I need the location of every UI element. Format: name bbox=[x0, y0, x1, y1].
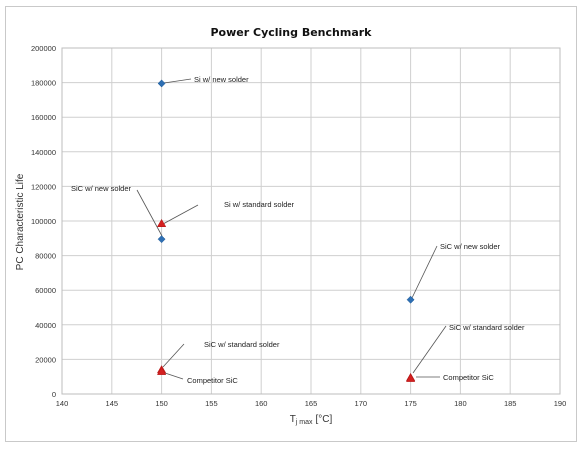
x-axis-label-main: T bbox=[290, 414, 296, 425]
x-tick-label: 175 bbox=[404, 399, 417, 408]
tick-labels: 140 145 150 155 160 165 170 175 180 185 190 0 20000 4… bbox=[31, 44, 566, 408]
point-annotation: SiC w/ new solder bbox=[440, 242, 501, 251]
x-tick-label: 180 bbox=[454, 399, 467, 408]
y-tick-label: 60000 bbox=[35, 286, 56, 295]
triangle-point bbox=[156, 218, 167, 227]
annotation-leader bbox=[164, 372, 184, 380]
x-tick-label: 145 bbox=[106, 399, 119, 408]
x-tick-label: 170 bbox=[355, 399, 368, 408]
grid bbox=[61, 47, 561, 395]
point-annotation: SiC w/ new solder bbox=[71, 184, 132, 193]
y-tick-label: 100000 bbox=[31, 217, 56, 226]
y-tick-label: 0 bbox=[52, 390, 56, 399]
diamond-point bbox=[157, 235, 166, 244]
x-tick-label: 190 bbox=[554, 399, 567, 408]
x-axis-label-sub: j max bbox=[295, 419, 313, 426]
data-marks bbox=[156, 79, 416, 382]
diamond-point bbox=[157, 79, 166, 88]
annotation-leader bbox=[162, 343, 185, 368]
chart-title: Power Cycling Benchmark bbox=[211, 26, 373, 39]
x-tick-label: 155 bbox=[205, 399, 218, 408]
y-tick-label: 200000 bbox=[31, 44, 56, 53]
triangle-point bbox=[156, 366, 167, 375]
y-tick-label: 80000 bbox=[35, 252, 56, 261]
annotation-leader bbox=[163, 78, 192, 84]
point-annotation: Si w/ new solder bbox=[194, 75, 249, 84]
y-tick-label: 140000 bbox=[31, 148, 56, 157]
x-tick-label: 165 bbox=[305, 399, 318, 408]
x-axis-label: Tj max [°C] bbox=[290, 414, 333, 426]
point-annotation: Competitor SiC bbox=[187, 376, 238, 385]
annotation-leader bbox=[136, 189, 163, 237]
y-tick-label: 120000 bbox=[31, 182, 56, 191]
triangle-point bbox=[405, 373, 416, 382]
diamond-point bbox=[406, 295, 415, 304]
point-annotation: Competitor SiC bbox=[443, 373, 494, 382]
x-tick-label: 160 bbox=[255, 399, 268, 408]
annotation-leader bbox=[411, 245, 438, 299]
x-tick-label: 150 bbox=[155, 399, 168, 408]
y-tick-label: 40000 bbox=[35, 321, 56, 330]
plot-area-border bbox=[61, 47, 561, 395]
annotations: Si w/ new solder Si w/ standard solder SiC… bbox=[71, 75, 525, 385]
y-tick-label: 180000 bbox=[31, 79, 56, 88]
x-tick-label: 140 bbox=[56, 399, 69, 408]
annotation-leaders bbox=[136, 78, 447, 380]
annotation-leader bbox=[412, 325, 447, 374]
point-annotation: SiC w/ standard solder bbox=[449, 323, 525, 332]
x-tick-label: 185 bbox=[504, 399, 517, 408]
point-annotation: Si w/ standard solder bbox=[224, 200, 295, 209]
y-tick-label: 160000 bbox=[31, 113, 56, 122]
x-axis-label-unit: [°C] bbox=[316, 414, 333, 425]
y-tick-label: 20000 bbox=[35, 355, 56, 364]
annotation-leader bbox=[162, 204, 199, 225]
chart-frame bbox=[5, 6, 577, 442]
y-axis-label: PC Characteristic Life bbox=[15, 173, 26, 270]
point-annotation: SiC w/ standard solder bbox=[204, 340, 280, 349]
